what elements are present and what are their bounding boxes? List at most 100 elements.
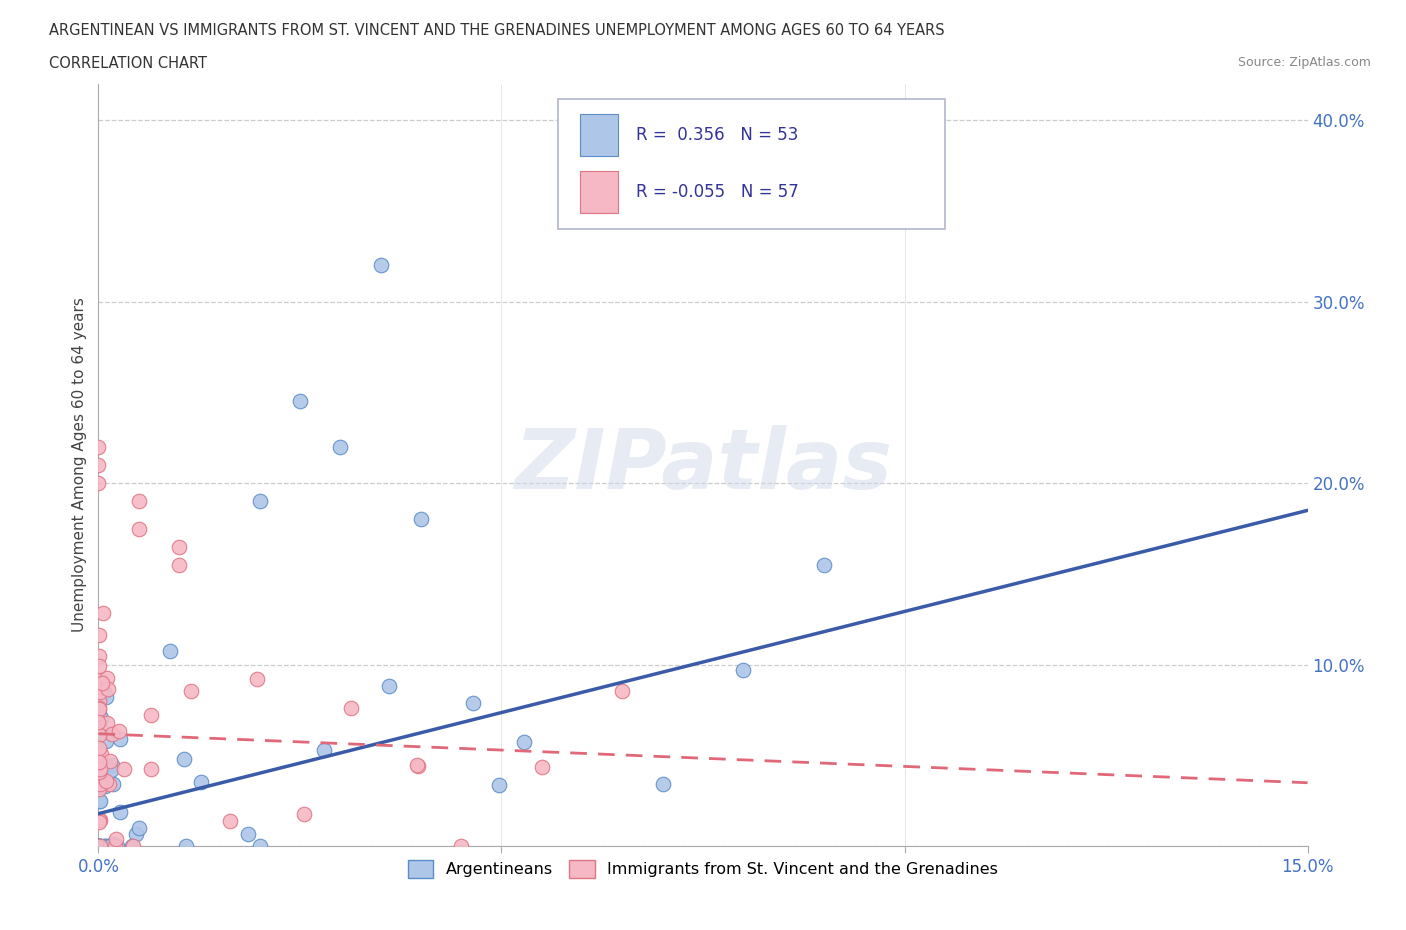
Point <box>89 767 111 782</box>
Point <box>329 439 352 454</box>
Point <box>89 793 111 808</box>
Point <box>219 814 242 829</box>
Point <box>100 757 122 772</box>
Point <box>93 685 115 700</box>
Point <box>488 778 510 793</box>
Point <box>89 777 111 791</box>
Point <box>96 715 118 730</box>
Point <box>108 804 131 819</box>
Point <box>612 684 634 698</box>
Point <box>128 494 150 509</box>
Point <box>125 827 148 842</box>
Point <box>651 777 673 791</box>
Point <box>87 701 110 716</box>
Point <box>340 700 363 715</box>
Point <box>94 734 117 749</box>
Point <box>97 682 120 697</box>
Point <box>94 839 117 854</box>
Point <box>87 758 110 773</box>
Point <box>101 837 124 852</box>
Point <box>733 663 755 678</box>
Point <box>122 839 145 854</box>
Point <box>406 759 429 774</box>
Point <box>94 774 117 789</box>
Point <box>87 755 110 770</box>
Text: CORRELATION CHART: CORRELATION CHART <box>49 56 207 71</box>
Point <box>813 558 835 573</box>
Point <box>159 643 181 658</box>
Point <box>101 777 124 791</box>
Point <box>90 778 112 793</box>
Point <box>96 671 118 685</box>
Point <box>87 839 110 854</box>
Point <box>173 751 195 766</box>
Point <box>89 684 111 699</box>
Point <box>100 763 122 777</box>
Text: R = -0.055   N = 57: R = -0.055 N = 57 <box>637 183 799 201</box>
Point <box>89 839 111 854</box>
Point <box>89 782 111 797</box>
Point <box>89 761 111 776</box>
Point <box>87 714 110 729</box>
Point <box>141 762 163 777</box>
Text: R =  0.356   N = 53: R = 0.356 N = 53 <box>637 126 799 144</box>
Point <box>89 839 111 854</box>
Point <box>89 839 111 854</box>
Point <box>180 684 202 698</box>
Point <box>176 839 198 854</box>
Point <box>87 776 110 790</box>
Y-axis label: Unemployment Among Ages 60 to 64 years: Unemployment Among Ages 60 to 64 years <box>72 298 87 632</box>
Bar <box>579 171 619 213</box>
Text: ARGENTINEAN VS IMMIGRANTS FROM ST. VINCENT AND THE GRENADINES UNEMPLOYMENT AMONG: ARGENTINEAN VS IMMIGRANTS FROM ST. VINCE… <box>49 23 945 38</box>
Point <box>167 557 190 572</box>
Point <box>87 839 110 854</box>
Point <box>249 494 271 509</box>
Bar <box>579 114 619 156</box>
Point <box>128 820 150 835</box>
Point <box>249 839 271 854</box>
Point <box>89 839 111 854</box>
Point <box>314 743 336 758</box>
Point <box>121 839 143 854</box>
Point <box>87 839 110 854</box>
Point <box>378 679 401 694</box>
Point <box>292 806 315 821</box>
Point <box>87 815 110 830</box>
Point <box>104 839 127 854</box>
Point <box>105 839 128 854</box>
Point <box>409 512 432 527</box>
Point <box>112 762 135 777</box>
Text: ZIPatlas: ZIPatlas <box>515 424 891 506</box>
Point <box>87 740 110 755</box>
Legend: Argentineans, Immigrants from St. Vincent and the Grenadines: Argentineans, Immigrants from St. Vincen… <box>401 854 1005 884</box>
Point <box>90 711 112 725</box>
Point <box>87 476 110 491</box>
Point <box>96 839 118 854</box>
Point <box>513 735 536 750</box>
Point <box>450 839 472 854</box>
Point <box>89 813 111 828</box>
Text: Source: ZipAtlas.com: Source: ZipAtlas.com <box>1237 56 1371 69</box>
Point <box>87 439 110 454</box>
Point <box>89 627 111 642</box>
Point <box>128 521 150 536</box>
Point <box>98 777 121 791</box>
Point <box>87 458 110 472</box>
Point <box>90 764 112 779</box>
Point <box>93 839 115 854</box>
Point <box>100 727 122 742</box>
Point <box>238 827 260 842</box>
Point <box>87 694 110 709</box>
Point <box>87 793 110 808</box>
Point <box>98 839 121 854</box>
Point <box>91 606 114 621</box>
Point <box>105 831 128 846</box>
Point <box>87 839 110 854</box>
Point <box>93 778 115 793</box>
Point <box>98 753 121 768</box>
Point <box>139 708 162 723</box>
Point <box>463 696 485 711</box>
Point <box>406 757 429 772</box>
Point <box>167 539 190 554</box>
Point <box>288 394 311 409</box>
